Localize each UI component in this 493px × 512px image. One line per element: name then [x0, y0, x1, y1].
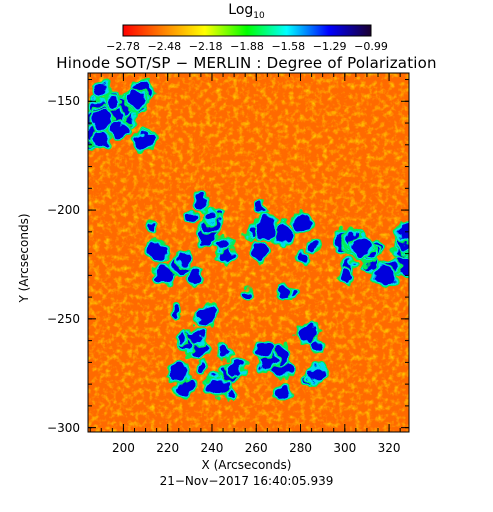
colorbar-tick-label: −1.58: [271, 40, 306, 53]
polarization-patch: [274, 225, 293, 244]
y-tick-label: −300: [47, 420, 80, 435]
polarization-patch: [94, 83, 109, 97]
polarization-patch: [171, 307, 180, 316]
y-tick-label: −200: [47, 203, 80, 218]
colorbar-ticks: −2.78 −2.48 −2.18 −1.88 −1.58 −1.29 −0.99: [100, 40, 390, 54]
polarization-patch: [127, 90, 146, 108]
polarization-patch: [198, 364, 206, 372]
polarization-patch: [255, 203, 266, 214]
polarization-patch: [290, 289, 298, 297]
polarization-patch: [179, 334, 188, 343]
polarization-patch: [311, 340, 322, 352]
polarization-patch: [94, 132, 109, 148]
polarization-patch: [203, 210, 215, 222]
colorbar-tick-label: −2.78: [106, 40, 140, 53]
polarization-patch: [309, 366, 327, 383]
chart-title: Hinode SOT/SP − MERLIN : Degree of Polar…: [56, 54, 437, 72]
y-axis-label: Y (Arcseconds): [17, 213, 31, 303]
polarization-patch: [297, 252, 307, 262]
colorbar: [122, 24, 372, 37]
x-tick-label: 260: [244, 441, 268, 455]
polarization-patch: [244, 290, 252, 298]
polarization-patch: [226, 390, 234, 399]
polarization-patch: [92, 110, 112, 130]
polarization-patch: [256, 342, 273, 359]
polarization-patch: [227, 361, 243, 377]
colorbar-title: Log10: [228, 2, 265, 21]
polarization-patch: [340, 268, 352, 280]
polarization-patch: [250, 242, 267, 259]
polarization-patch: [297, 323, 318, 343]
polarization-patch: [148, 243, 167, 261]
polarization-patch: [278, 288, 290, 299]
polarization-patch: [178, 253, 192, 267]
polarization-patch: [207, 377, 227, 397]
polarization-patch: [376, 265, 395, 285]
polarization-patch: [168, 363, 189, 384]
colorbar-tick-label: −2.18: [188, 40, 223, 53]
polarization-patch: [216, 236, 231, 252]
y-tick-label: −150: [47, 94, 80, 109]
polarization-patch: [309, 241, 320, 252]
x-tick-label: 200: [111, 441, 135, 455]
x-tick-label: 280: [289, 441, 312, 455]
plot-frame: [87, 72, 410, 433]
polarization-patch: [194, 195, 207, 209]
polarization-patch: [398, 222, 409, 242]
polarization-patch: [196, 306, 215, 325]
polarization-patch: [147, 222, 156, 232]
colorbar-tick-label: −0.99: [354, 40, 388, 53]
x-tick-label: 240: [200, 441, 224, 455]
polarization-patch: [155, 266, 173, 284]
colorbar-tick-label: −2.48: [147, 40, 182, 53]
polarization-patch: [217, 344, 232, 358]
polarization-patch: [112, 122, 129, 139]
x-tick-label: 220: [156, 441, 180, 455]
y-tick-label: −250: [47, 311, 80, 326]
polarization-patch: [256, 217, 276, 237]
timestamp: 21−Nov−2017 16:40:05.939: [159, 474, 334, 488]
polarization-patch: [136, 132, 153, 149]
polarization-patch: [188, 270, 202, 284]
polarization-patch: [353, 236, 372, 256]
x-tick-label: 300: [333, 441, 357, 455]
x-axis-label: X (Arcseconds): [201, 458, 292, 472]
polarization-patch: [187, 213, 195, 222]
polarization-patch: [107, 97, 119, 108]
x-tick-label: 320: [377, 441, 401, 455]
colorbar-tick-label: −1.88: [230, 40, 264, 53]
polarization-patch: [277, 386, 289, 398]
polarization-patch: [293, 213, 312, 231]
polarization-map: [88, 73, 409, 432]
colorbar-tick-label: −1.29: [312, 40, 347, 53]
